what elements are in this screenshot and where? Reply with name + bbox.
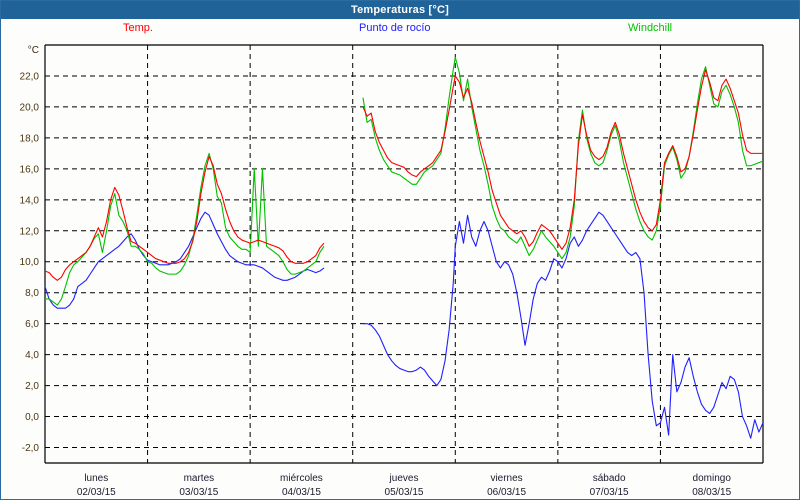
x-tick-label-day: martes — [184, 473, 215, 484]
series-path — [362, 211, 764, 439]
x-tick-label-day: lunes — [84, 473, 108, 484]
y-axis-unit-label: °C — [28, 45, 39, 56]
series-path — [362, 56, 764, 260]
x-tick-label-date: 08/03/15 — [692, 487, 731, 498]
x-tick-label-day: sábado — [593, 473, 626, 484]
page-title: Temperaturas [°C] — [350, 4, 450, 16]
plot-area: 22,0 20,0 18,0 16,0 14,0 12,0 10,0 8,0 6,0 4,0 2,0… — [1, 40, 799, 499]
x-tick-label-date: 04/03/15 — [282, 487, 321, 498]
x-tick-label-date: 06/03/15 — [487, 487, 526, 498]
y-tick-label: -2,0 — [22, 443, 40, 454]
chart-legend: Temp. Punto de rocío Windchill — [1, 20, 799, 40]
data-series-layer — [44, 56, 764, 439]
y-tick-label: 8,0 — [25, 288, 39, 299]
y-tick-label: 10,0 — [20, 257, 40, 268]
series-path — [362, 69, 763, 250]
x-tick-label-date: 05/03/15 — [385, 487, 424, 498]
x-tick-label-date: 07/03/15 — [590, 487, 629, 498]
x-tick-label-day: miércoles — [280, 473, 323, 484]
y-tick-label: 16,0 — [20, 164, 40, 175]
x-tick-label-date: 03/03/15 — [179, 487, 218, 498]
y-tick-label: 6,0 — [25, 319, 39, 330]
y-axis-tick-labels: 22,0 20,0 18,0 16,0 14,0 12,0 10,0 8,0 6,0 4,0 2,0… — [20, 71, 40, 454]
window-title-bar: Temperaturas [°C] — [1, 1, 799, 19]
y-tick-label: 18,0 — [20, 133, 40, 144]
x-tick-label-day: viernes — [490, 473, 522, 484]
y-tick-label: 0,0 — [25, 412, 39, 423]
chart-background — [1, 40, 799, 499]
x-axis-tick-labels: lunes 02/03/15 martes 03/03/15 miércoles 04/0… — [77, 473, 732, 498]
legend-item-dewpoint: Punto de rocío — [359, 22, 431, 34]
legend-item-temp: Temp. — [123, 22, 153, 34]
x-tick-label-date: 02/03/15 — [77, 487, 116, 498]
y-tick-label: 22,0 — [20, 71, 40, 82]
series-puntoderoco — [44, 211, 764, 439]
y-tick-label: 4,0 — [25, 350, 39, 361]
series-path — [44, 211, 325, 309]
x-tick-label-day: jueves — [389, 473, 419, 484]
plot-frame — [44, 44, 764, 464]
y-tick-label: 2,0 — [25, 381, 39, 392]
series-path — [44, 155, 325, 281]
y-tick-label: 14,0 — [20, 195, 40, 206]
y-tick-label: 12,0 — [20, 226, 40, 237]
y-tick-label: 20,0 — [20, 102, 40, 113]
temperature-line-chart: 22,0 20,0 18,0 16,0 14,0 12,0 10,0 8,0 6,0 4,0 2,0… — [1, 40, 799, 499]
series-temp — [44, 69, 763, 281]
legend-item-windchill: Windchill — [628, 22, 673, 34]
x-tick-label-day: domingo — [693, 473, 732, 484]
